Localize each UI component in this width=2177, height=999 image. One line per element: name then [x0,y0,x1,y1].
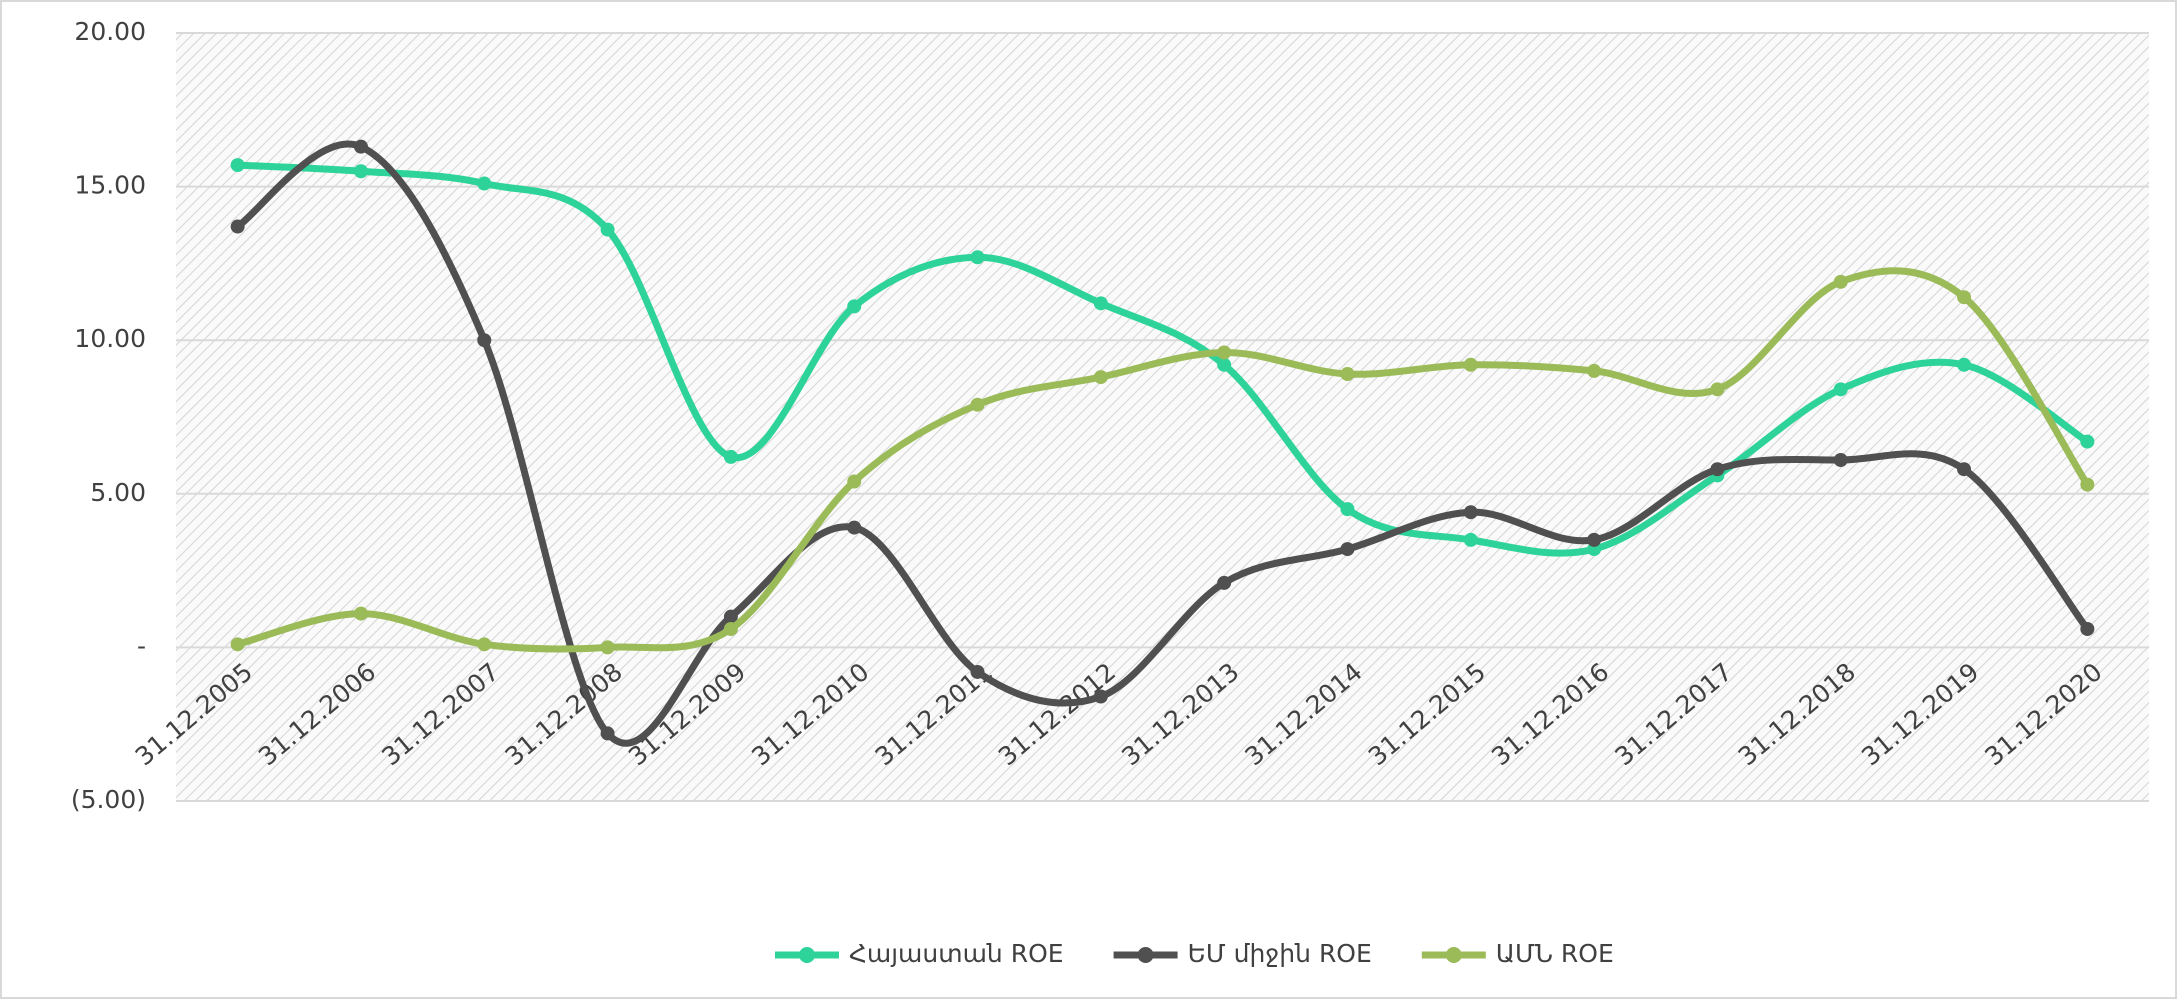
point-marker [2080,434,2095,449]
legend-label: Հայաստան ROE [849,939,1064,968]
legend-marker [799,947,815,963]
point-marker [1217,345,1232,360]
point-marker [1833,453,1848,468]
point-marker [1217,575,1232,590]
point-marker [600,222,615,237]
point-marker [2080,477,2095,492]
point-marker [723,621,738,636]
y-tick-label: - [137,631,146,660]
point-marker [1093,296,1108,311]
point-marker [1463,532,1478,547]
point-marker [1093,370,1108,385]
point-marker [1217,357,1232,372]
point-marker [723,449,738,464]
legend-label: ԱՄՆ ROE [1496,939,1614,968]
point-marker [1833,382,1848,397]
point-marker [600,726,615,741]
point-marker [847,520,862,535]
point-marker [600,640,615,655]
y-tick-label: 5.00 [90,478,146,507]
point-marker [1463,505,1478,520]
point-marker [230,158,245,173]
y-tick-label: 15.00 [74,171,146,200]
point-marker [1340,366,1355,381]
point-marker [723,609,738,624]
point-marker [1710,382,1725,397]
point-marker [353,164,368,179]
point-marker [970,397,985,412]
y-tick-label: 20.00 [74,17,146,46]
point-marker [1957,357,1972,372]
series-line [234,161,2091,557]
point-marker [1587,532,1602,547]
legend-label: ԵՄ միջին ROE [1188,939,1372,968]
y-tick-label: 10.00 [74,324,146,353]
legend-marker [1137,947,1154,963]
point-marker [353,606,368,621]
point-marker [970,664,985,679]
point-marker [1957,462,1972,477]
point-marker [230,219,245,234]
point-marker [477,176,492,191]
point-marker [477,637,492,652]
point-marker [847,299,862,314]
point-marker [353,139,368,154]
series-line [234,140,2091,747]
point-marker [847,474,862,489]
point-marker [970,250,985,265]
point-marker [1833,274,1848,289]
point-marker [1463,357,1478,372]
point-marker [477,333,492,348]
point-marker [1587,363,1602,378]
point-marker [1340,542,1355,557]
point-marker [1340,502,1355,517]
point-marker [1710,462,1725,477]
point-marker [230,637,245,652]
plot-area [176,33,2149,801]
series-line [234,267,2091,653]
point-marker [2080,621,2095,636]
y-tick-label: (5.00) [71,785,146,814]
point-marker [1957,290,1972,305]
legend-marker [1445,947,1462,963]
point-marker [1093,689,1108,704]
